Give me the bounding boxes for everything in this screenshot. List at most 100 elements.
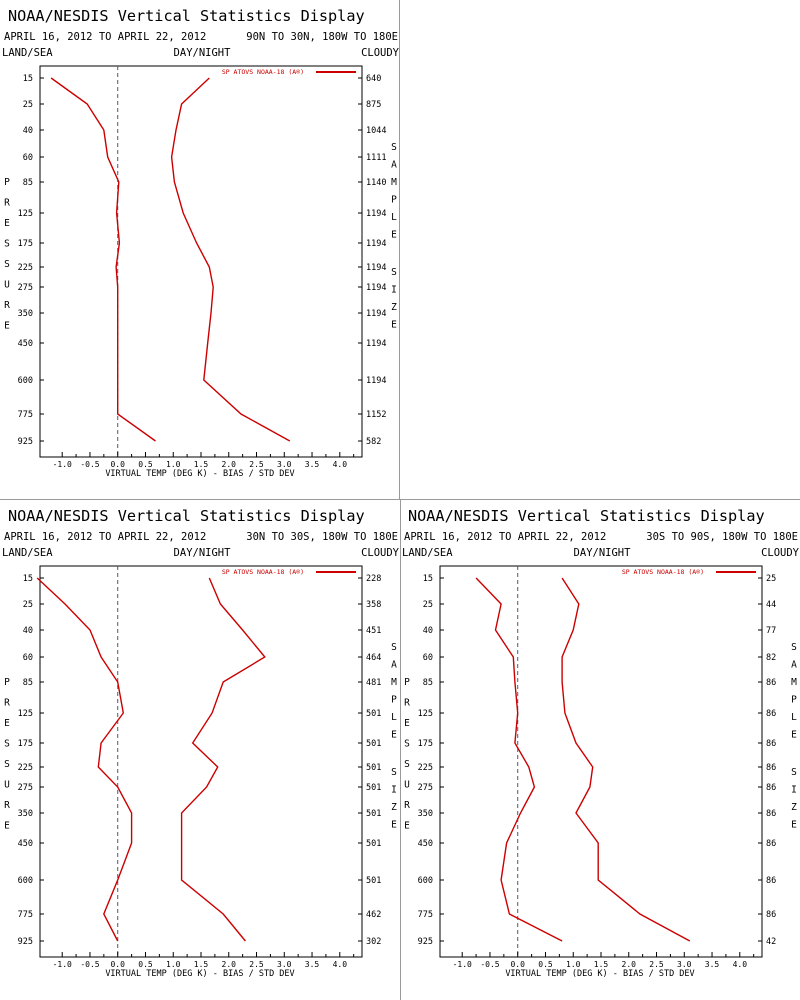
x-tick-label: 0.0 xyxy=(110,960,125,969)
x-tick-label: 3.0 xyxy=(277,960,292,969)
x-tick-label: 0.5 xyxy=(138,960,153,969)
pressure-tick-label: 450 xyxy=(18,339,33,349)
sample-size-label: 358 xyxy=(366,600,381,610)
pressure-tick-label: 85 xyxy=(23,678,33,688)
plot-frame xyxy=(439,565,763,958)
x-tick-label: 4.0 xyxy=(333,460,348,469)
sample-size-label: 1194 xyxy=(366,376,386,386)
sample-size-label: 86 xyxy=(766,809,776,819)
land-sea-label: LAND/SEA xyxy=(2,47,53,59)
horizontal-divider xyxy=(0,499,800,500)
sample-size-label: 82 xyxy=(766,653,776,663)
pressure-tick-label: 450 xyxy=(18,839,33,849)
sample-size-label: 228 xyxy=(366,574,381,584)
sample-size-label: 501 xyxy=(366,763,381,773)
sample-size-label: 86 xyxy=(766,678,776,688)
pressure-tick-label: 175 xyxy=(18,739,33,749)
pressure-tick-label: 15 xyxy=(423,574,433,584)
x-axis-title: VIRTUAL TEMP (DEG K) - BIAS / STD DEV xyxy=(105,469,294,479)
std-dev-series-line xyxy=(561,577,691,942)
std-dev-series-line xyxy=(180,577,266,942)
pressure-tick-label: 925 xyxy=(18,937,33,947)
x-tick-label: 4.0 xyxy=(333,960,348,969)
pressure-tick-label: 600 xyxy=(418,876,433,886)
sample-size-label: 86 xyxy=(766,763,776,773)
pressure-tick-label: 40 xyxy=(23,626,33,636)
pressure-tick-label: 350 xyxy=(418,809,433,819)
day-night-label: DAY/NIGHT xyxy=(174,47,232,59)
sample-size-label: 1111 xyxy=(366,153,386,163)
legend-label: SP ATOVS NOAA-18 (A®) xyxy=(222,568,304,576)
sample-size-label: 86 xyxy=(766,783,776,793)
pressure-tick-label: 450 xyxy=(418,839,433,849)
pressure-tick-label: 275 xyxy=(18,283,33,293)
x-tick-label: -1.0 xyxy=(53,460,72,469)
sample-size-label: 86 xyxy=(766,739,776,749)
top-vertical-divider xyxy=(399,0,400,500)
region-label: 90N TO 30N, 180W TO 180E xyxy=(246,31,398,43)
sample-size-label: 86 xyxy=(766,910,776,920)
sample-size-label: 501 xyxy=(366,809,381,819)
sample-size-label: 501 xyxy=(366,783,381,793)
x-tick-label: 3.5 xyxy=(705,960,720,969)
pressure-tick-label: 85 xyxy=(23,178,33,188)
sample-size-label: 302 xyxy=(366,937,381,947)
date-range: APRIL 16, 2012 TO APRIL 22, 2012 xyxy=(404,531,606,543)
pressure-tick-label: 775 xyxy=(18,910,33,920)
date-range: APRIL 16, 2012 TO APRIL 22, 2012 xyxy=(4,531,206,543)
legend-label: SP ATOVS NOAA-18 (A®) xyxy=(222,68,304,76)
sample-size-label: 582 xyxy=(366,437,381,447)
pressure-tick-label: 925 xyxy=(418,937,433,947)
sample-size-label: 501 xyxy=(366,839,381,849)
x-axis-title: VIRTUAL TEMP (DEG K) - BIAS / STD DEV xyxy=(105,969,294,979)
sample-size-label: 501 xyxy=(366,739,381,749)
pressure-tick-label: 175 xyxy=(18,239,33,249)
plot-frame xyxy=(39,565,363,958)
x-tick-label: 2.5 xyxy=(649,960,664,969)
bias-series-line xyxy=(475,577,563,942)
x-tick-label: 0.0 xyxy=(510,960,525,969)
plot-frame xyxy=(39,65,363,458)
sample-size-label: 44 xyxy=(766,600,776,610)
pressure-tick-label: 275 xyxy=(418,783,433,793)
pressure-tick-label: 225 xyxy=(418,763,433,773)
sample-size-label: 1194 xyxy=(366,239,386,249)
pressure-tick-label: 60 xyxy=(23,153,33,163)
pressure-tick-label: 25 xyxy=(423,600,433,610)
x-tick-label: 2.0 xyxy=(622,960,637,969)
bias-series-line xyxy=(50,77,156,442)
sample-size-label: 875 xyxy=(366,100,381,110)
sample-size-label: 451 xyxy=(366,626,381,636)
x-tick-label: 3.5 xyxy=(305,460,320,469)
x-tick-label: 0.0 xyxy=(110,460,125,469)
chart-title: NOAA/NESDIS Vertical Statistics Display xyxy=(8,507,365,525)
pressure-tick-label: 15 xyxy=(23,574,33,584)
chart-panel-tropics: NOAA/NESDIS Vertical Statistics Display A… xyxy=(2,507,400,979)
pressure-tick-label: 600 xyxy=(18,376,33,386)
sample-size-label: 86 xyxy=(766,876,776,886)
pressure-tick-label: 85 xyxy=(423,678,433,688)
pressure-tick-label: 350 xyxy=(18,309,33,319)
pressure-tick-label: 40 xyxy=(423,626,433,636)
x-tick-label: 3.0 xyxy=(277,460,292,469)
sample-size-label: 1152 xyxy=(366,410,386,420)
pressure-tick-label: 225 xyxy=(18,763,33,773)
x-tick-label: 0.5 xyxy=(138,460,153,469)
pressure-tick-label: 125 xyxy=(18,709,33,719)
date-range: APRIL 16, 2012 TO APRIL 22, 2012 xyxy=(4,31,206,43)
x-tick-label: 1.5 xyxy=(194,460,209,469)
x-tick-label: 2.5 xyxy=(249,960,264,969)
x-tick-label: 1.0 xyxy=(166,460,181,469)
legend-label: SP ATOVS NOAA-18 (A®) xyxy=(622,568,704,576)
sample-size-label: 86 xyxy=(766,709,776,719)
pressure-tick-label: 60 xyxy=(23,653,33,663)
sample-size-label: 501 xyxy=(366,876,381,886)
x-tick-label: 4.0 xyxy=(733,960,748,969)
sample-size-label: 1194 xyxy=(366,263,386,273)
bottom-vertical-divider xyxy=(400,500,401,1000)
x-tick-label: -0.5 xyxy=(480,960,499,969)
sample-size-label: 25 xyxy=(766,574,776,584)
x-tick-label: 2.5 xyxy=(249,460,264,469)
